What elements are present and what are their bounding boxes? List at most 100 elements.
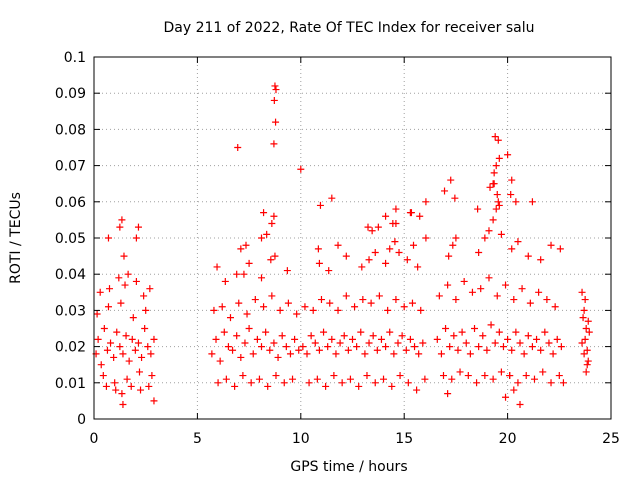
data-point (439, 372, 447, 380)
data-point (479, 332, 487, 340)
data-point (392, 296, 400, 304)
data-point (578, 288, 586, 296)
x-tick-label: 15 (395, 431, 413, 447)
data-point (489, 180, 497, 188)
y-tick-label: 0.06 (55, 195, 86, 211)
data-point (551, 303, 559, 311)
data-point (447, 176, 455, 184)
data-point (243, 310, 251, 318)
data-point (502, 281, 510, 289)
data-point (135, 368, 143, 376)
data-point (332, 350, 340, 358)
data-point (124, 270, 132, 278)
data-point (384, 306, 392, 314)
data-point (212, 335, 220, 343)
data-point (311, 339, 319, 347)
data-point (316, 201, 324, 209)
data-point (260, 209, 268, 217)
data-point (492, 162, 500, 170)
data-point (140, 292, 148, 300)
data-point (581, 335, 589, 343)
data-point (474, 205, 482, 213)
y-tick-label: 0.03 (55, 303, 86, 319)
data-point (491, 339, 499, 347)
data-point (411, 343, 419, 351)
data-point (326, 299, 334, 307)
data-point (547, 241, 555, 249)
data-point (454, 346, 462, 354)
data-point (97, 361, 105, 369)
y-tick-label: 0.07 (55, 159, 86, 175)
data-point (477, 285, 485, 293)
data-point (475, 343, 483, 351)
data-point (106, 285, 114, 293)
data-point (268, 220, 276, 228)
data-point (317, 296, 325, 304)
data-point (293, 310, 301, 318)
data-point (555, 372, 563, 380)
data-point (508, 176, 516, 184)
data-point (241, 339, 249, 347)
data-point (373, 346, 381, 354)
data-point (240, 270, 248, 278)
data-point (526, 299, 534, 307)
data-point (99, 372, 107, 380)
data-point (249, 350, 257, 358)
y-tick-label: 0.02 (55, 340, 86, 356)
chart-title: Day 211 of 2022, Rate Of TEC Index for r… (163, 20, 534, 36)
data-point (553, 335, 561, 343)
data-point (495, 328, 503, 336)
data-point (408, 299, 416, 307)
x-tick-labels: 0 5 10 15 20 25 (90, 431, 620, 447)
data-point (582, 325, 590, 332)
data-point (307, 332, 315, 340)
data-point (365, 256, 373, 264)
data-point (118, 390, 126, 398)
data-point (421, 375, 429, 383)
data-point (520, 350, 528, 358)
data-point (117, 299, 125, 307)
data-point (493, 292, 501, 300)
data-point (346, 375, 354, 383)
data-point (494, 198, 502, 206)
data-point (491, 133, 499, 141)
data-point (392, 205, 400, 213)
data-point (524, 252, 532, 260)
data-point (486, 183, 494, 191)
data-point (267, 256, 275, 264)
data-point (218, 303, 226, 311)
data-point (584, 317, 592, 325)
data-point (299, 343, 307, 351)
data-point (258, 274, 266, 282)
data-point (150, 397, 158, 405)
data-point (145, 382, 153, 390)
data-point (512, 198, 520, 206)
data-point (303, 350, 311, 358)
data-point (282, 343, 290, 351)
data-point (422, 198, 430, 206)
data-point (107, 339, 115, 347)
x-tick-label: 25 (602, 431, 620, 447)
data-point (450, 332, 458, 340)
data-point (127, 382, 135, 390)
data-point (100, 325, 108, 332)
data-point (260, 303, 268, 311)
data-point (297, 165, 305, 173)
data-point (516, 339, 524, 347)
y-tick-label: 0.04 (55, 267, 86, 283)
data-point (492, 205, 500, 213)
x-tick-label: 10 (292, 431, 310, 447)
data-point (382, 259, 390, 267)
data-point (487, 321, 495, 329)
data-point (369, 332, 377, 340)
data-point (270, 339, 278, 347)
data-point (113, 328, 121, 336)
data-point (506, 372, 514, 380)
data-point (330, 372, 338, 380)
data-point (125, 357, 133, 365)
data-point (213, 263, 221, 271)
data-point (547, 379, 555, 387)
data-point (380, 375, 388, 383)
data-point (448, 375, 456, 383)
data-point (396, 372, 404, 380)
